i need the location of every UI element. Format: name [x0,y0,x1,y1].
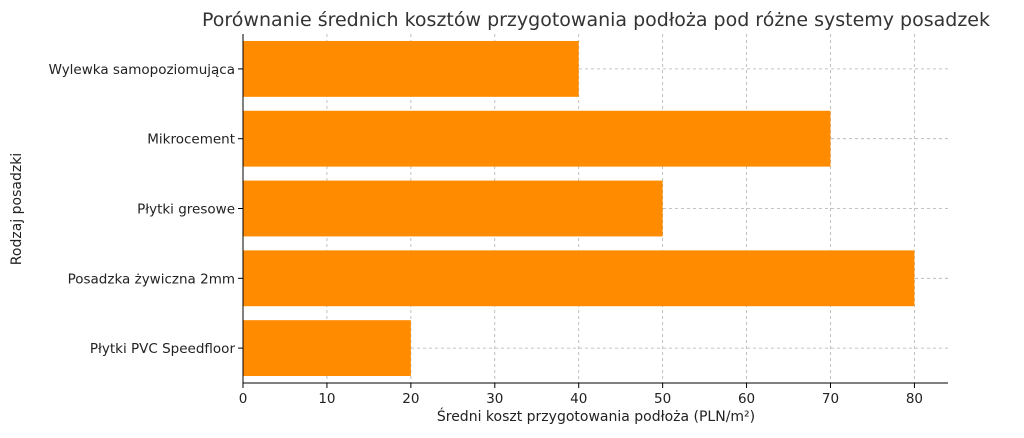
x-tick-label: 30 [486,391,503,407]
x-tick-label: 80 [906,391,923,407]
y-category-label: Mikrocement [147,132,235,148]
y-category-label: Płytki PVC Speedfloor [90,341,236,357]
x-tick-label: 60 [738,391,755,407]
x-axis-label: Średni koszt przygotowania podłoża (PLN/… [437,407,755,425]
bars [243,40,915,377]
chart-title: Porównanie średnich kosztów przygotowani… [202,9,990,31]
y-category-labels: Wylewka samopoziomująca Mikrocement Płytki… [49,62,243,357]
y-category-label: Wylewka samopoziomująca [49,62,235,78]
bar [243,250,915,307]
bar [243,320,411,377]
bar [243,110,831,167]
y-axis-label: Rodzaj posadzki [9,153,25,265]
x-tick-label: 70 [822,391,839,407]
bar [243,40,579,97]
x-tick-label: 10 [318,391,335,407]
x-tick-label: 40 [570,391,587,407]
x-tick-label: 0 [239,391,248,407]
y-category-label: Płytki gresowe [137,202,235,218]
x-tick-label: 50 [654,391,671,407]
x-ticks: 0 10 20 30 40 50 60 70 80 [239,383,923,407]
y-category-label: Posadzka żywiczna 2mm [68,271,235,287]
bar [243,180,663,237]
x-tick-label: 20 [402,391,419,407]
